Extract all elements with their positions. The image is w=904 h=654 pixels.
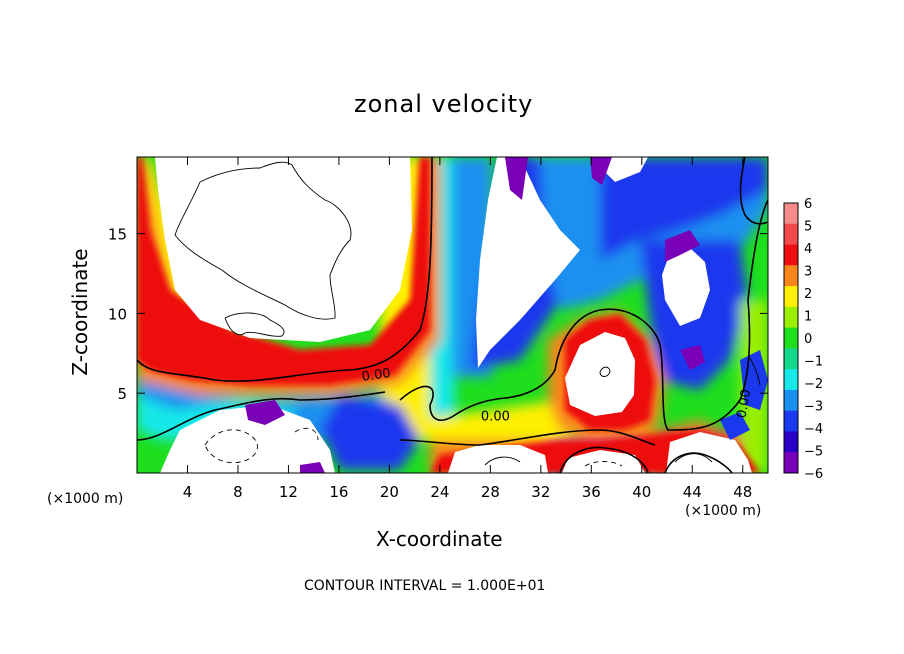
y-axis: 5 10 15 [108,226,768,403]
colorbar-label: 6 [804,197,812,212]
x-unit-right: (×1000 m) [685,503,762,519]
colorbar-swatch [784,452,798,474]
contour-labels: 0.00 0.00 0.00 [361,366,754,424]
y-tick-label: 10 [108,305,127,323]
x-tick-label: 40 [632,483,651,501]
colorbar-label: −4 [804,422,823,437]
colorbar-label: −6 [804,467,823,482]
x-unit-left: (×1000 m) [47,491,124,507]
colorbar-label: −5 [804,445,823,460]
chart-title: zonal velocity [354,90,534,118]
x-tick-label: 48 [733,483,752,501]
x-tick-label: 28 [481,483,500,501]
x-tick-label: 32 [531,483,550,501]
x-tick-label: 8 [233,483,243,501]
colorbar-label: 4 [804,242,812,257]
colorbar-swatch [784,348,798,370]
contour-label: 0.00 [481,409,510,424]
colorbar-label: 5 [804,220,812,235]
colorbar-swatch [784,306,798,329]
x-axis: 4 8 12 16 20 24 28 32 36 40 44 48 [183,157,752,501]
x-tick-label: 36 [582,483,601,501]
colorbar-swatch [784,223,798,246]
plot-frame [136,156,769,474]
colorbar-swatch [784,389,798,412]
x-tick-label: 44 [683,483,702,501]
y-tick-label: 5 [117,385,127,403]
colorbar-swatch [784,203,798,225]
colorbar-label: 3 [804,265,812,280]
colorbar-label: −2 [804,377,823,392]
contour-label: 0.00 [361,366,392,385]
colorbar-swatch [784,286,798,308]
colorbar-label: −3 [804,400,823,415]
contour-label: 0.00 [734,388,754,419]
colorbar-frame [783,202,799,474]
colorbar: 6 5 4 3 2 1 0 −1 −2 −3 −4 −5 −6 [783,197,823,482]
colorbar-swatch [784,265,798,287]
x-tick-label: 4 [183,483,193,501]
colorbar-label: 1 [804,310,812,325]
colorbar-swatch [784,410,798,432]
x-axis-label: X-coordinate [376,527,503,551]
colorbar-swatch [784,327,798,349]
x-tick-label: 12 [279,483,298,501]
contour-interval: CONTOUR INTERVAL = 1.000E+01 [304,578,546,594]
y-tick-label: 15 [108,226,127,244]
colorbar-swatch [784,431,798,453]
x-tick-label: 20 [380,483,399,501]
colorbar-label: 0 [804,332,812,347]
colorbar-label: 2 [804,287,812,302]
y-axis-label: Z-coordinate [68,248,92,376]
colorbar-label: −1 [804,355,823,370]
x-tick-label: 16 [329,483,348,501]
colorbar-swatch [784,244,798,266]
x-tick-label: 24 [430,483,449,501]
plot-field [137,157,768,473]
colorbar-swatch [784,369,798,391]
